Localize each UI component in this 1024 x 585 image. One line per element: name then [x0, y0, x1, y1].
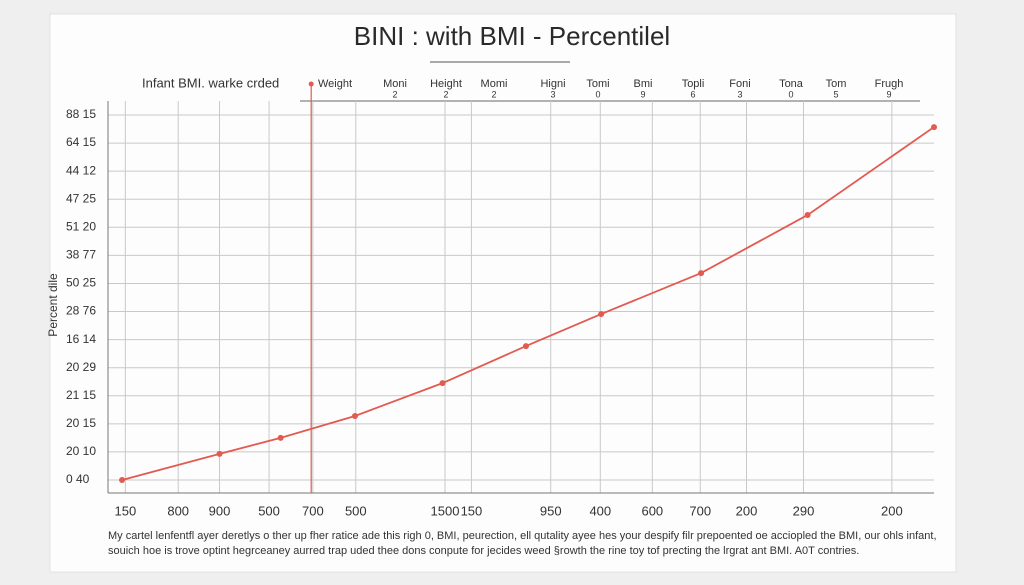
header-label: Topli	[682, 78, 705, 90]
header-label: Tomi	[586, 78, 609, 90]
y-tick-label: 16 14	[66, 332, 96, 346]
y-tick-label: 38 77	[66, 248, 96, 262]
point	[439, 380, 446, 387]
header-title: Infant BMI. warke crded	[142, 75, 279, 90]
point	[598, 311, 605, 318]
point	[698, 270, 705, 277]
y-tick-label: 44 12	[66, 163, 96, 177]
header-label: Tom	[826, 78, 847, 90]
header-sub: 2	[443, 89, 448, 99]
x-tick-label: 200	[736, 503, 758, 518]
header-sub: 5	[833, 89, 838, 99]
y-tick-label: 20 15	[66, 416, 96, 430]
y-tick-label: 47 25	[66, 191, 96, 205]
marker-dot	[308, 81, 314, 87]
y-tick-label: 51 20	[66, 219, 96, 233]
caption-line: souich hoe is trove optint hegrceaney au…	[108, 545, 859, 557]
x-tick-label: 500	[345, 503, 367, 518]
point	[216, 450, 223, 457]
header-sub: 9	[886, 89, 891, 99]
line	[121, 126, 935, 481]
x-tick-label: 150	[461, 503, 483, 518]
header-label: Tona	[779, 78, 804, 90]
x-tick-label: 900	[209, 503, 231, 518]
x-tick-label: 700	[689, 503, 711, 518]
chart-title: BINI : with BMI - Percentilel	[354, 21, 670, 51]
header-label: Moni	[383, 78, 407, 90]
point	[931, 124, 937, 131]
x-tick-label: 700	[302, 503, 324, 518]
header-label: Height	[430, 78, 462, 90]
header-label: Bmi	[634, 78, 653, 90]
y-tick-label: 0 40	[66, 472, 90, 486]
y-tick-label: 21 15	[66, 388, 96, 402]
header-sub: 2	[491, 89, 496, 99]
x-tick-label: 200	[881, 503, 903, 518]
card	[49, 13, 957, 573]
point	[119, 477, 126, 483]
header-sub: 0	[788, 89, 793, 99]
header-sub: 3	[737, 89, 742, 99]
x-tick-label: 800	[167, 503, 189, 518]
header-sub: 9	[640, 89, 645, 99]
header-sub: 3	[550, 89, 555, 99]
point	[804, 211, 811, 218]
header-label: Weight	[318, 78, 352, 90]
header-sub: 2	[392, 89, 397, 99]
header-sub: 6	[690, 89, 695, 99]
header-label: Higni	[540, 78, 565, 90]
y-tick-label: 20 10	[66, 444, 96, 458]
caption-line: My cartel lenfentfl ayer deretlys o ther…	[108, 530, 937, 542]
header-sub: 0	[595, 89, 600, 99]
x-tick-label: 400	[589, 503, 611, 518]
x-tick-label: 500	[258, 503, 280, 518]
header-label: Frugh	[875, 78, 904, 90]
x-tick-label: 1500	[431, 503, 460, 518]
point	[351, 412, 358, 419]
y-tick-label: 28 76	[66, 304, 96, 318]
header-label: Foni	[729, 78, 750, 90]
point	[522, 343, 529, 350]
x-tick-label: 950	[540, 503, 562, 518]
header-label: Momi	[481, 78, 508, 90]
y-axis-label: Percent dile	[46, 273, 60, 337]
x-tick-label: 150	[114, 503, 136, 518]
y-tick-label: 88 15	[66, 107, 96, 121]
y-tick-label: 64 15	[66, 135, 96, 149]
x-tick-label: 600	[641, 503, 663, 518]
y-tick-label: 20 29	[66, 360, 96, 374]
x-tick-label: 290	[793, 503, 815, 518]
point	[277, 434, 284, 441]
y-tick-label: 50 25	[66, 276, 96, 290]
